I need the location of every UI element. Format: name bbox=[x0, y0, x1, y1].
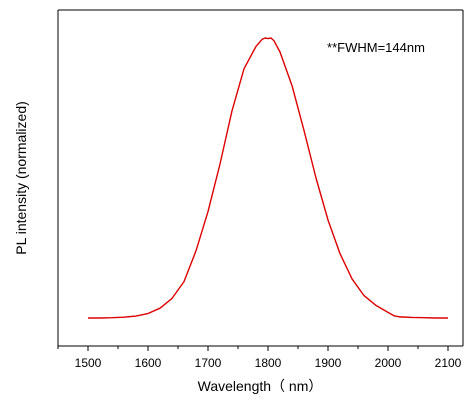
x-tick-label: 1900 bbox=[315, 356, 342, 370]
x-tick-label: 1800 bbox=[255, 356, 282, 370]
x-ticks: 1500 1600 1700 1800 1900 2000 2100 bbox=[57, 346, 462, 370]
x-tick-label: 1700 bbox=[195, 356, 222, 370]
pl-spectrum-line bbox=[88, 37, 448, 319]
x-tick-label: 2100 bbox=[435, 356, 462, 370]
plot-area-background bbox=[58, 10, 463, 346]
fwhm-annotation: **FWHM=144nm bbox=[327, 40, 425, 55]
x-tick-label: 1500 bbox=[75, 356, 102, 370]
axes bbox=[57, 9, 464, 347]
x-tick-label: 1600 bbox=[135, 356, 162, 370]
series-group bbox=[88, 37, 448, 319]
annotations-group: **FWHM=144nm bbox=[327, 40, 425, 55]
x-axis-title: Wavelength（ nm） bbox=[198, 378, 323, 394]
x-tick-label: 2000 bbox=[375, 356, 402, 370]
y-axis-title: PL intensity (normalized) bbox=[13, 101, 29, 255]
